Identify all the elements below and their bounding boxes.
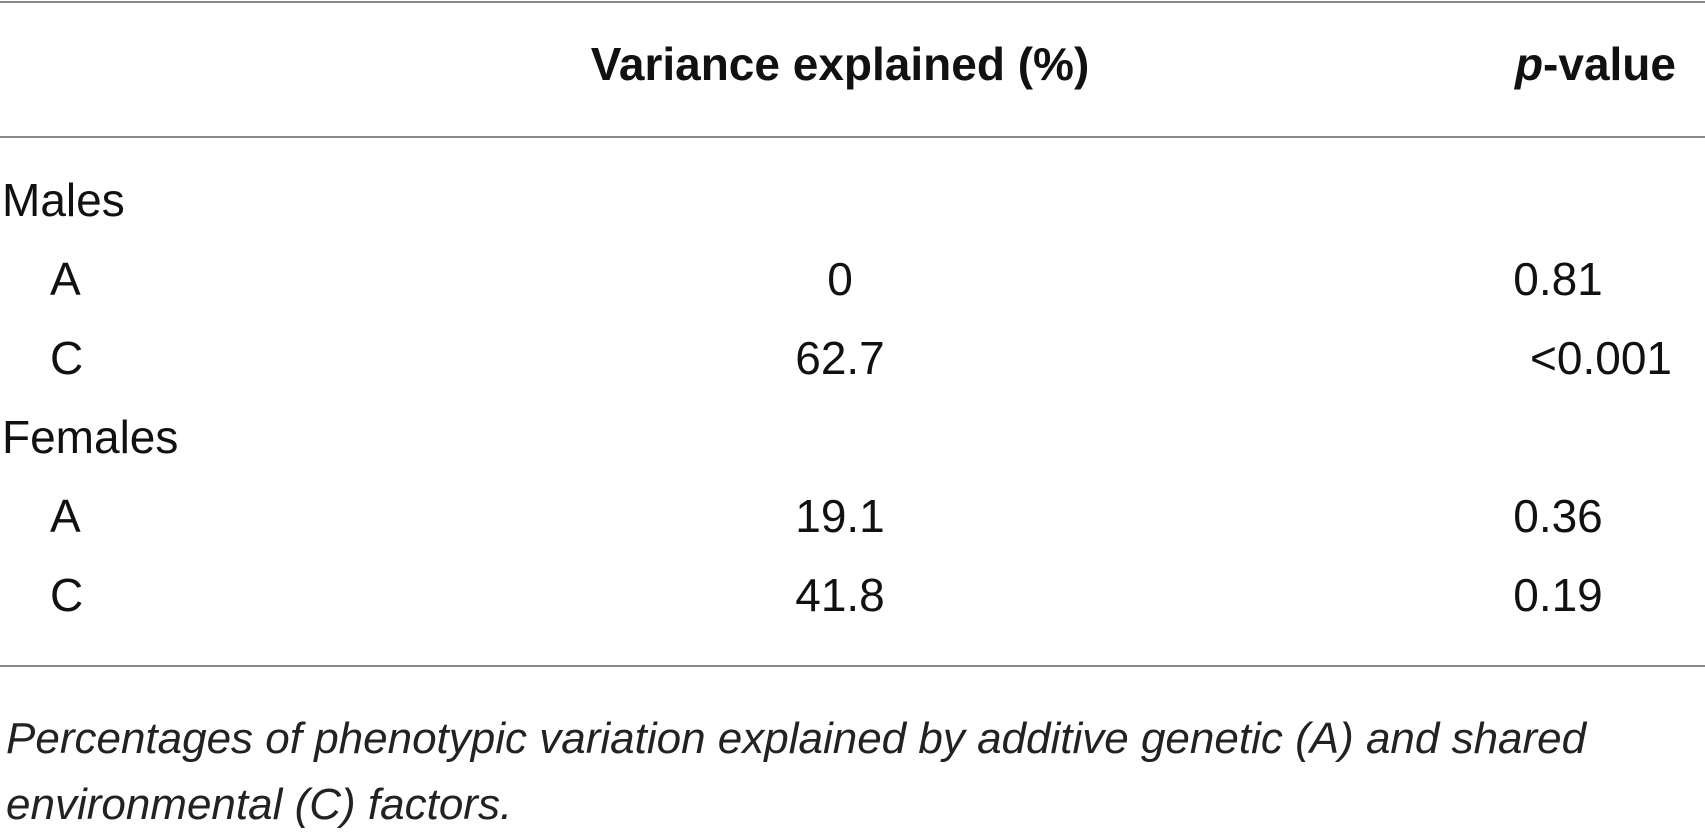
header-variance-explained: Variance explained (%) <box>590 38 1090 90</box>
row-p-value: <0.001 <box>1530 332 1672 384</box>
header-p-italic: p <box>1514 38 1544 90</box>
table-caption: Percentages of phenotypic variation expl… <box>6 714 1587 829</box>
header-p-value: p-value <box>1440 36 1676 92</box>
group-label-females: Females <box>2 411 179 463</box>
group-label-males: Males <box>2 174 125 226</box>
row-p-value: 0.36 <box>1513 490 1603 542</box>
row-variance: 41.8 <box>795 569 885 621</box>
table-top-rule <box>0 1 1705 3</box>
row-variance: 19.1 <box>795 490 885 542</box>
header-p-suffix: -value <box>1543 38 1676 90</box>
row-variance: 62.7 <box>795 332 885 384</box>
row-factor: A <box>50 253 81 305</box>
row-p-value: 0.19 <box>1513 569 1603 621</box>
row-variance: 0 <box>827 253 853 305</box>
row-p-value: 0.81 <box>1513 253 1603 305</box>
table-bottom-rule <box>0 665 1705 667</box>
row-factor: A <box>50 490 81 542</box>
header-rule <box>0 136 1705 138</box>
row-factor: C <box>50 569 84 621</box>
row-factor: C <box>50 332 84 384</box>
